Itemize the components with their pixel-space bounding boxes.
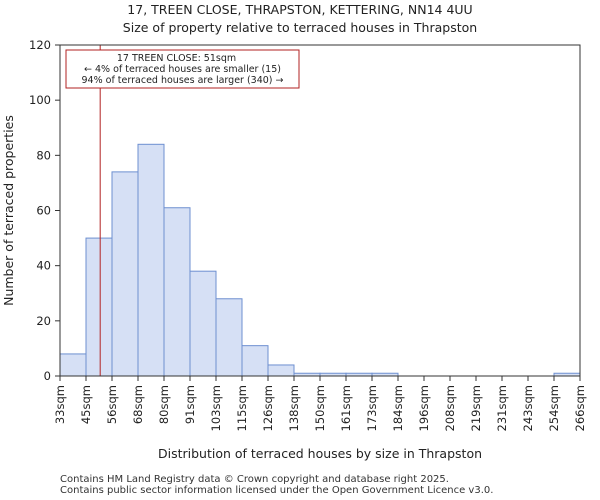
x-tick-label: 138sqm [287,385,301,431]
bar [267,364,295,377]
x-tick-label: 80sqm [157,385,171,424]
bar [215,298,243,377]
x-tick-label: 161sqm [339,385,353,431]
marker-annotation: 17 TREEN CLOSE: 51sqm ← 4% of terraced h… [65,49,300,89]
y-tick-label: 40 [36,259,51,273]
x-tick-label: 68sqm [131,385,145,424]
plot-area-frame [59,44,581,377]
x-tick-label: 208sqm [443,385,457,431]
y-tick-label: 100 [29,93,51,107]
x-tick-label: 56sqm [105,385,119,424]
footer-attribution-1: Contains HM Land Registry data © Crown c… [60,474,449,485]
y-tick-label: 20 [36,314,51,328]
bars-group [59,143,581,377]
x-tick-label: 126sqm [261,385,275,431]
y-tick-label: 120 [29,38,51,52]
annotation-line-2: ← 4% of terraced houses are smaller (15) [84,64,281,75]
y-axis-ticks: 0 20 40 60 80 100 120 [29,38,60,383]
histogram-chart: 17, TREEN CLOSE, THRAPSTON, KETTERING, N… [1,2,587,461]
x-tick-label: 33sqm [53,385,67,424]
annotation-line-1: 17 TREEN CLOSE: 51sqm [117,53,236,64]
x-tick-label: 266sqm [573,385,587,431]
x-tick-label: 173sqm [365,385,379,431]
annotation-box [65,49,300,89]
x-tick-label: 150sqm [313,385,327,431]
y-tick-label: 80 [36,148,51,162]
bar [111,171,139,377]
bar [241,345,269,377]
chart-title: 17, TREEN CLOSE, THRAPSTON, KETTERING, N… [127,2,472,17]
x-tick-label: 103sqm [209,385,223,431]
annotation-line-3: 94% of terraced houses are larger (340) … [82,75,284,86]
x-tick-label: 219sqm [469,385,483,431]
bar [137,143,165,377]
x-tick-label: 254sqm [547,385,561,431]
chart-subtitle: Size of property relative to terraced ho… [123,20,477,35]
x-tick-label: 243sqm [521,385,535,431]
y-tick-label: 60 [36,204,51,218]
x-tick-label: 231sqm [495,385,509,431]
bar [85,237,113,377]
bar [59,353,87,377]
x-tick-label: 196sqm [417,385,431,431]
bar [163,207,191,377]
y-tick-label: 0 [44,369,51,383]
x-axis-ticks: 33sqm 45sqm 56sqm 68sqm 80sqm 91sqm 103sqm 115s… [53,376,587,431]
y-axis-label: Number of terraced properties [1,115,16,306]
x-tick-label: 115sqm [235,385,249,431]
x-tick-label: 184sqm [391,385,405,431]
x-tick-label: 45sqm [79,385,93,424]
footer-attribution-2: Contains public sector information licen… [60,485,494,496]
x-tick-label: 91sqm [183,385,197,424]
bar [189,270,217,377]
x-axis-label: Distribution of terraced houses by size … [158,446,482,461]
